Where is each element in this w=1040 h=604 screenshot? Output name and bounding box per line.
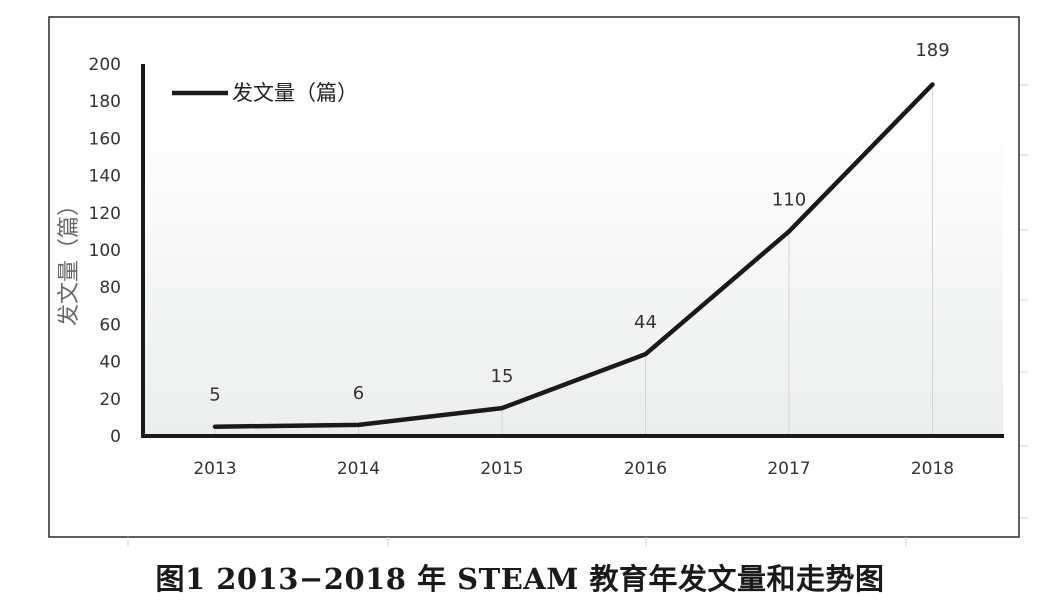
legend: 发文量（篇） — [172, 81, 358, 105]
legend-label: 发文量（篇） — [232, 81, 358, 105]
series-line — [212, 82, 935, 429]
data-label: 44 — [634, 312, 657, 333]
y-tick-label: 20 — [99, 390, 121, 410]
data-label: 15 — [491, 366, 514, 387]
figure-caption: 图1 2013−2018 年 STEAM 教育年发文量和走势图 — [155, 562, 885, 596]
y-tick-label: 120 — [89, 204, 121, 224]
y-tick-label: 80 — [99, 278, 121, 298]
y-tick-label: 160 — [89, 129, 121, 149]
y-tick-label: 60 — [99, 315, 121, 335]
x-tick-label: 2015 — [480, 459, 523, 479]
x-tick-label: 2018 — [911, 459, 954, 479]
frame-tick-marks — [127, 84, 1028, 546]
x-tick-label: 2013 — [193, 459, 236, 479]
y-tick-label: 40 — [99, 353, 121, 373]
line-chart: 0 20 40 60 80 100 120 140 160 180 200 2013 2014 2015… — [48, 16, 1028, 546]
x-tick-label: 2016 — [624, 459, 667, 479]
data-labels: 5 6 15 44 110 189 — [209, 40, 949, 406]
data-label: 110 — [772, 189, 806, 210]
data-label: 5 — [209, 385, 220, 406]
y-tick-labels: 0 20 40 60 80 100 120 140 160 180 200 — [89, 55, 121, 447]
y-tick-label: 180 — [89, 92, 121, 112]
data-label: 189 — [915, 40, 949, 61]
x-tick-label: 2014 — [337, 459, 380, 479]
x-tick-label: 2017 — [767, 459, 810, 479]
y-tick-label: 200 — [89, 55, 121, 75]
y-tick-label: 140 — [89, 167, 121, 187]
y-axis-label: 发文量（篇） — [57, 194, 82, 326]
y-tick-label: 0 — [110, 427, 121, 447]
x-tick-labels: 2013 2014 2015 2016 2017 2018 — [193, 459, 954, 479]
plot-area — [145, 110, 1003, 436]
data-label: 6 — [353, 383, 364, 404]
y-tick-label: 100 — [89, 241, 121, 261]
